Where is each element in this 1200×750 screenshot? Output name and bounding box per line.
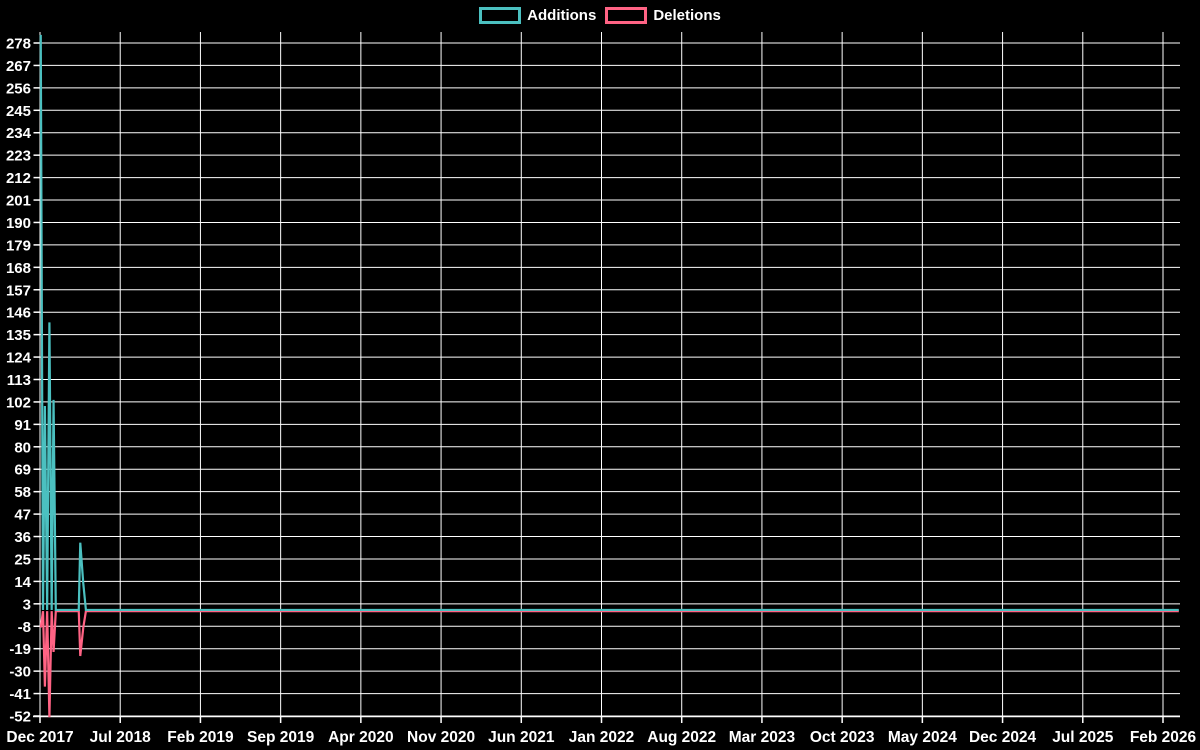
y-axis-tick-label: 212 xyxy=(6,170,31,187)
y-axis-tick-label: 179 xyxy=(6,237,31,254)
legend-item-additions[interactable]: Additions xyxy=(479,7,596,24)
legend-label-deletions: Deletions xyxy=(653,7,721,24)
y-axis-tick-label: 113 xyxy=(7,372,31,389)
x-axis-tick-label: Jun 2021 xyxy=(488,729,555,746)
y-axis-tick-label: -52 xyxy=(9,709,31,726)
legend-label-additions: Additions xyxy=(527,7,597,24)
y-axis-tick-label: 256 xyxy=(6,80,31,97)
chart-legend: Additions Deletions xyxy=(0,7,1200,24)
y-axis-tick-label: 25 xyxy=(14,551,31,568)
y-axis-tick-label: 135 xyxy=(6,327,31,344)
additions-swatch-icon xyxy=(479,7,522,24)
x-axis-tick-label: Jan 2022 xyxy=(569,729,635,746)
deletions-swatch-icon xyxy=(605,7,648,24)
x-axis-tick-label: Oct 2023 xyxy=(810,729,875,746)
y-axis-tick-label: 91 xyxy=(14,417,31,434)
y-axis-tick-label: 102 xyxy=(6,394,31,411)
y-axis-tick-label: 14 xyxy=(14,574,31,591)
x-axis-tick-label: Dec 2024 xyxy=(969,729,1037,746)
y-axis-tick-label: -41 xyxy=(9,686,31,703)
y-axis-tick-label: 80 xyxy=(14,439,31,456)
x-axis-tick-label: Sep 2019 xyxy=(247,729,315,746)
y-axis-tick-label: 267 xyxy=(6,58,31,75)
x-axis-tick-label: Dec 2017 xyxy=(6,729,73,746)
y-axis-tick-label: 190 xyxy=(6,215,31,232)
legend-item-deletions[interactable]: Deletions xyxy=(605,7,721,24)
y-axis-tick-label: 223 xyxy=(6,148,31,165)
y-axis-tick-label: -19 xyxy=(9,641,31,658)
x-axis-tick-label: Aug 2022 xyxy=(647,729,716,746)
y-axis-tick-label: 278 xyxy=(6,36,31,53)
y-axis-tick-label: 168 xyxy=(6,260,31,277)
x-axis-tick-label: Nov 2020 xyxy=(407,729,475,746)
x-axis-tick-label: Jul 2025 xyxy=(1052,729,1114,746)
x-axis-tick-label: Feb 2026 xyxy=(1130,729,1197,746)
x-axis-tick-label: May 2024 xyxy=(888,729,957,746)
y-axis-tick-label: 146 xyxy=(6,305,31,322)
y-axis-tick-label: 3 xyxy=(23,596,31,613)
y-axis-tick-label: 201 xyxy=(6,193,31,210)
y-axis-tick-label: -30 xyxy=(9,664,31,681)
y-axis-tick-label: -8 xyxy=(18,619,31,636)
y-axis-tick-label: 157 xyxy=(6,282,31,299)
y-axis-tick-label: 245 xyxy=(6,103,31,120)
gridlines xyxy=(39,32,1180,717)
y-axis-tick-label: 69 xyxy=(14,462,31,479)
series-line-deletions xyxy=(39,610,1179,718)
x-axis-tick-label: Mar 2023 xyxy=(729,729,796,746)
x-axis-tick-label: Jul 2018 xyxy=(90,729,152,746)
x-axis-tick-label: Feb 2019 xyxy=(167,729,234,746)
y-axis-tick-label: 47 xyxy=(14,507,31,524)
y-axis-tick-label: 58 xyxy=(14,484,31,501)
y-axis-tick-label: 36 xyxy=(14,529,31,546)
axes xyxy=(33,42,1180,723)
y-axis-tick-label: 234 xyxy=(6,125,32,142)
x-axis-tick-label: Apr 2020 xyxy=(328,729,393,746)
series-line-additions xyxy=(39,34,1179,612)
y-axis-tick-label: 124 xyxy=(6,350,32,367)
axis-labels: 278 267 256 245 234 223 212 201 190 179 168 157 146 1… xyxy=(6,36,1197,747)
series-lines xyxy=(39,34,1179,718)
